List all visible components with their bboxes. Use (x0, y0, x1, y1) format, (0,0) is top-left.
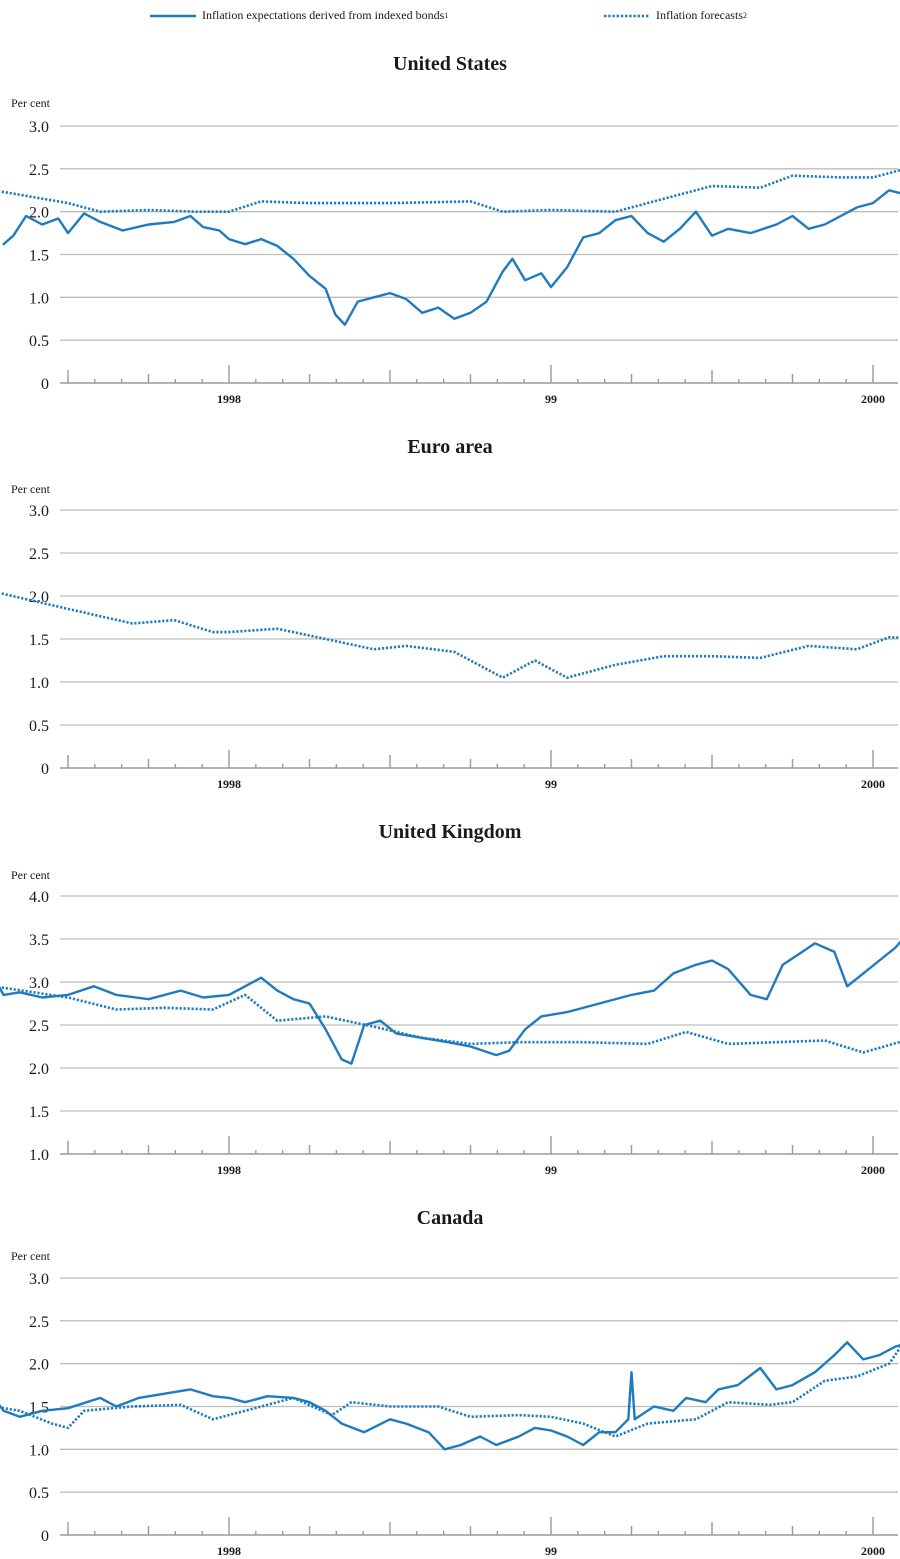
y-tick-label: 3.0 (29, 503, 49, 520)
y-tick-label: 3.5 (29, 932, 49, 949)
legend-label-forecasts: Inflation forecasts (656, 8, 743, 22)
y-tick-label: 2.5 (29, 162, 49, 179)
legend-footnote-2: 2 (742, 11, 747, 20)
x-tick-label: 1998 (217, 1163, 241, 1177)
x-tick-label: 2000 (861, 1544, 885, 1558)
legend-label-indexed-bonds: Inflation expectations derived from inde… (202, 8, 445, 22)
series-line-indexed-bonds (0, 940, 900, 1065)
y-tick-label: 3.0 (29, 119, 49, 136)
legend-item-indexed-bonds: Inflation expectations derived from inde… (150, 8, 448, 23)
y-tick-label: 1.5 (29, 1104, 49, 1121)
y-tick-label: 2.0 (29, 1061, 49, 1078)
y-tick-label: 2.5 (29, 546, 49, 563)
legend-footnote-1: 1 (444, 11, 449, 20)
y-tick-label: 1.5 (29, 632, 49, 649)
y-tick-label: 2.0 (29, 1357, 49, 1374)
legend-item-forecasts: Inflation forecasts 2 (604, 8, 747, 23)
y-tick-label: 2.5 (29, 1018, 49, 1035)
chart-title: United Kingdom (379, 821, 522, 843)
x-tick-label: 99 (545, 392, 557, 406)
y-tick-label: 0 (41, 761, 49, 778)
x-tick-label: 2000 (861, 1163, 885, 1177)
x-tick-label: 1998 (217, 392, 241, 406)
y-tick-label: 1.5 (29, 248, 49, 265)
y-axis-label: Per cent (11, 1249, 51, 1263)
y-tick-label: 1.0 (29, 1147, 49, 1164)
y-tick-label: 0 (41, 1528, 49, 1545)
y-axis-label: Per cent (11, 868, 51, 882)
legend-solid-line-icon (150, 14, 196, 17)
x-tick-label: 1998 (217, 1544, 241, 1558)
y-tick-label: 2.0 (29, 205, 49, 222)
x-tick-label: 2000 (861, 392, 885, 406)
series-line-forecasts (0, 985, 900, 1054)
legend-dotted-line-icon (604, 14, 650, 17)
series-line-indexed-bonds (0, 1341, 900, 1451)
y-tick-label: 3.0 (29, 1271, 49, 1288)
y-axis-label: Per cent (11, 96, 51, 110)
y-tick-label: 0 (41, 376, 49, 393)
series-line-forecasts (0, 1345, 900, 1438)
y-tick-label: 1.0 (29, 290, 49, 307)
x-tick-label: 99 (545, 1544, 557, 1558)
x-tick-label: 99 (545, 777, 557, 791)
chart-title: Canada (417, 1207, 484, 1229)
y-tick-label: 3.0 (29, 975, 49, 992)
series-line-forecasts (0, 168, 900, 213)
legend: Inflation expectations derived from inde… (0, 0, 900, 40)
y-tick-label: 4.0 (29, 889, 49, 906)
chart-title: Euro area (407, 436, 492, 458)
x-tick-label: 1998 (217, 777, 241, 791)
series-line-indexed-bonds (2, 189, 900, 326)
y-tick-label: 1.0 (29, 1442, 49, 1459)
x-tick-label: 2000 (861, 777, 885, 791)
y-tick-label: 0.5 (29, 333, 49, 350)
series-line-forecasts (0, 591, 900, 680)
chart-title: United States (393, 53, 507, 75)
y-axis-label: Per cent (11, 482, 51, 496)
x-tick-label: 99 (545, 1163, 557, 1177)
y-tick-label: 0.5 (29, 718, 49, 735)
y-tick-label: 2.5 (29, 1314, 49, 1331)
y-tick-label: 1.0 (29, 675, 49, 692)
y-tick-label: 0.5 (29, 1485, 49, 1502)
